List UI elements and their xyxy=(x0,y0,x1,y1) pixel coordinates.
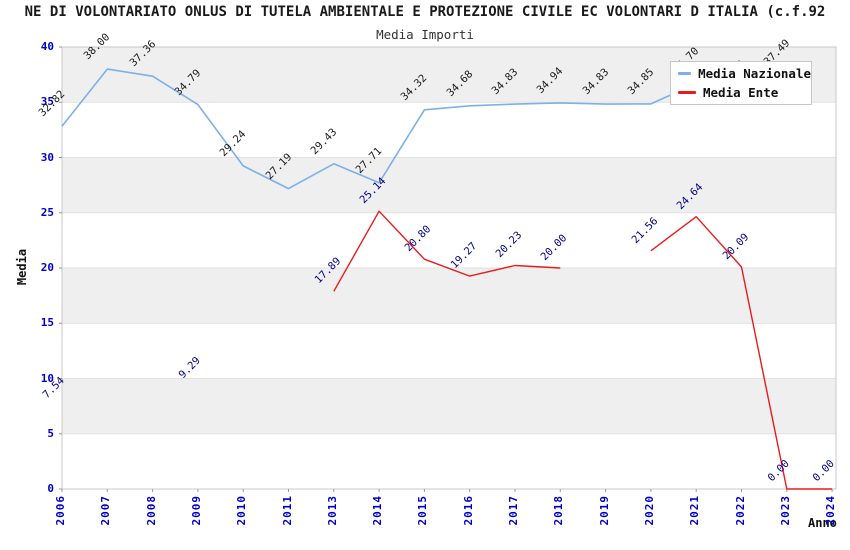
x-tick-2024: 2024 xyxy=(824,495,838,526)
x-tick-2009: 2009 xyxy=(189,495,203,526)
y-tick-40: 40 xyxy=(40,40,54,53)
x-tick-2008: 2008 xyxy=(144,495,158,526)
x-tick-2020: 2020 xyxy=(642,495,656,526)
x-tick-2007: 2007 xyxy=(99,495,113,526)
x-tick-2016: 2016 xyxy=(461,495,475,526)
x-tick-2013: 2013 xyxy=(325,495,339,526)
y-tick-5: 5 xyxy=(47,426,54,440)
x-tick-2010: 2010 xyxy=(235,495,249,526)
x-tick-2017: 2017 xyxy=(507,495,520,526)
legend-item-media-nazionale: Media Nazionale xyxy=(671,66,811,81)
x-tick-2023: 2023 xyxy=(778,495,792,526)
x-tick-2006: 2006 xyxy=(54,495,67,526)
media-ente-line-swatch xyxy=(678,90,696,94)
legend-label-media-ente: Media Ente xyxy=(703,84,779,100)
y-tick-10: 10 xyxy=(40,371,54,385)
x-tick-2018: 2018 xyxy=(552,495,566,526)
x-tick-2011: 2011 xyxy=(280,495,294,526)
x-tick-2022: 2022 xyxy=(733,495,747,526)
y-tick-0: 0 xyxy=(47,482,54,495)
y-tick-30: 30 xyxy=(40,150,54,164)
x-tick-2019: 2019 xyxy=(597,495,611,526)
chart-subtitle: Media Importi xyxy=(376,27,474,42)
x-tick-2015: 2015 xyxy=(416,495,430,526)
x-tick-2021: 2021 xyxy=(688,495,702,526)
y-tick-35: 35 xyxy=(40,95,54,109)
legend-label-media-nazionale: Media Nazionale xyxy=(698,66,811,82)
x-tick-2014: 2014 xyxy=(371,495,385,526)
y-tick-15: 15 xyxy=(40,316,54,330)
media-nazionale-line-swatch xyxy=(678,72,692,76)
legend: Media Nazionale Media Ente xyxy=(670,61,812,105)
legend-item-media-ente: Media Ente xyxy=(671,85,811,100)
chart-title: NE DI VOLONTARIATO ONLUS DI TUTELA AMBIE… xyxy=(24,4,826,20)
y-tick-20: 20 xyxy=(40,261,54,274)
y-tick-25: 25 xyxy=(40,205,54,219)
x-axis-title: Anno xyxy=(808,516,837,530)
